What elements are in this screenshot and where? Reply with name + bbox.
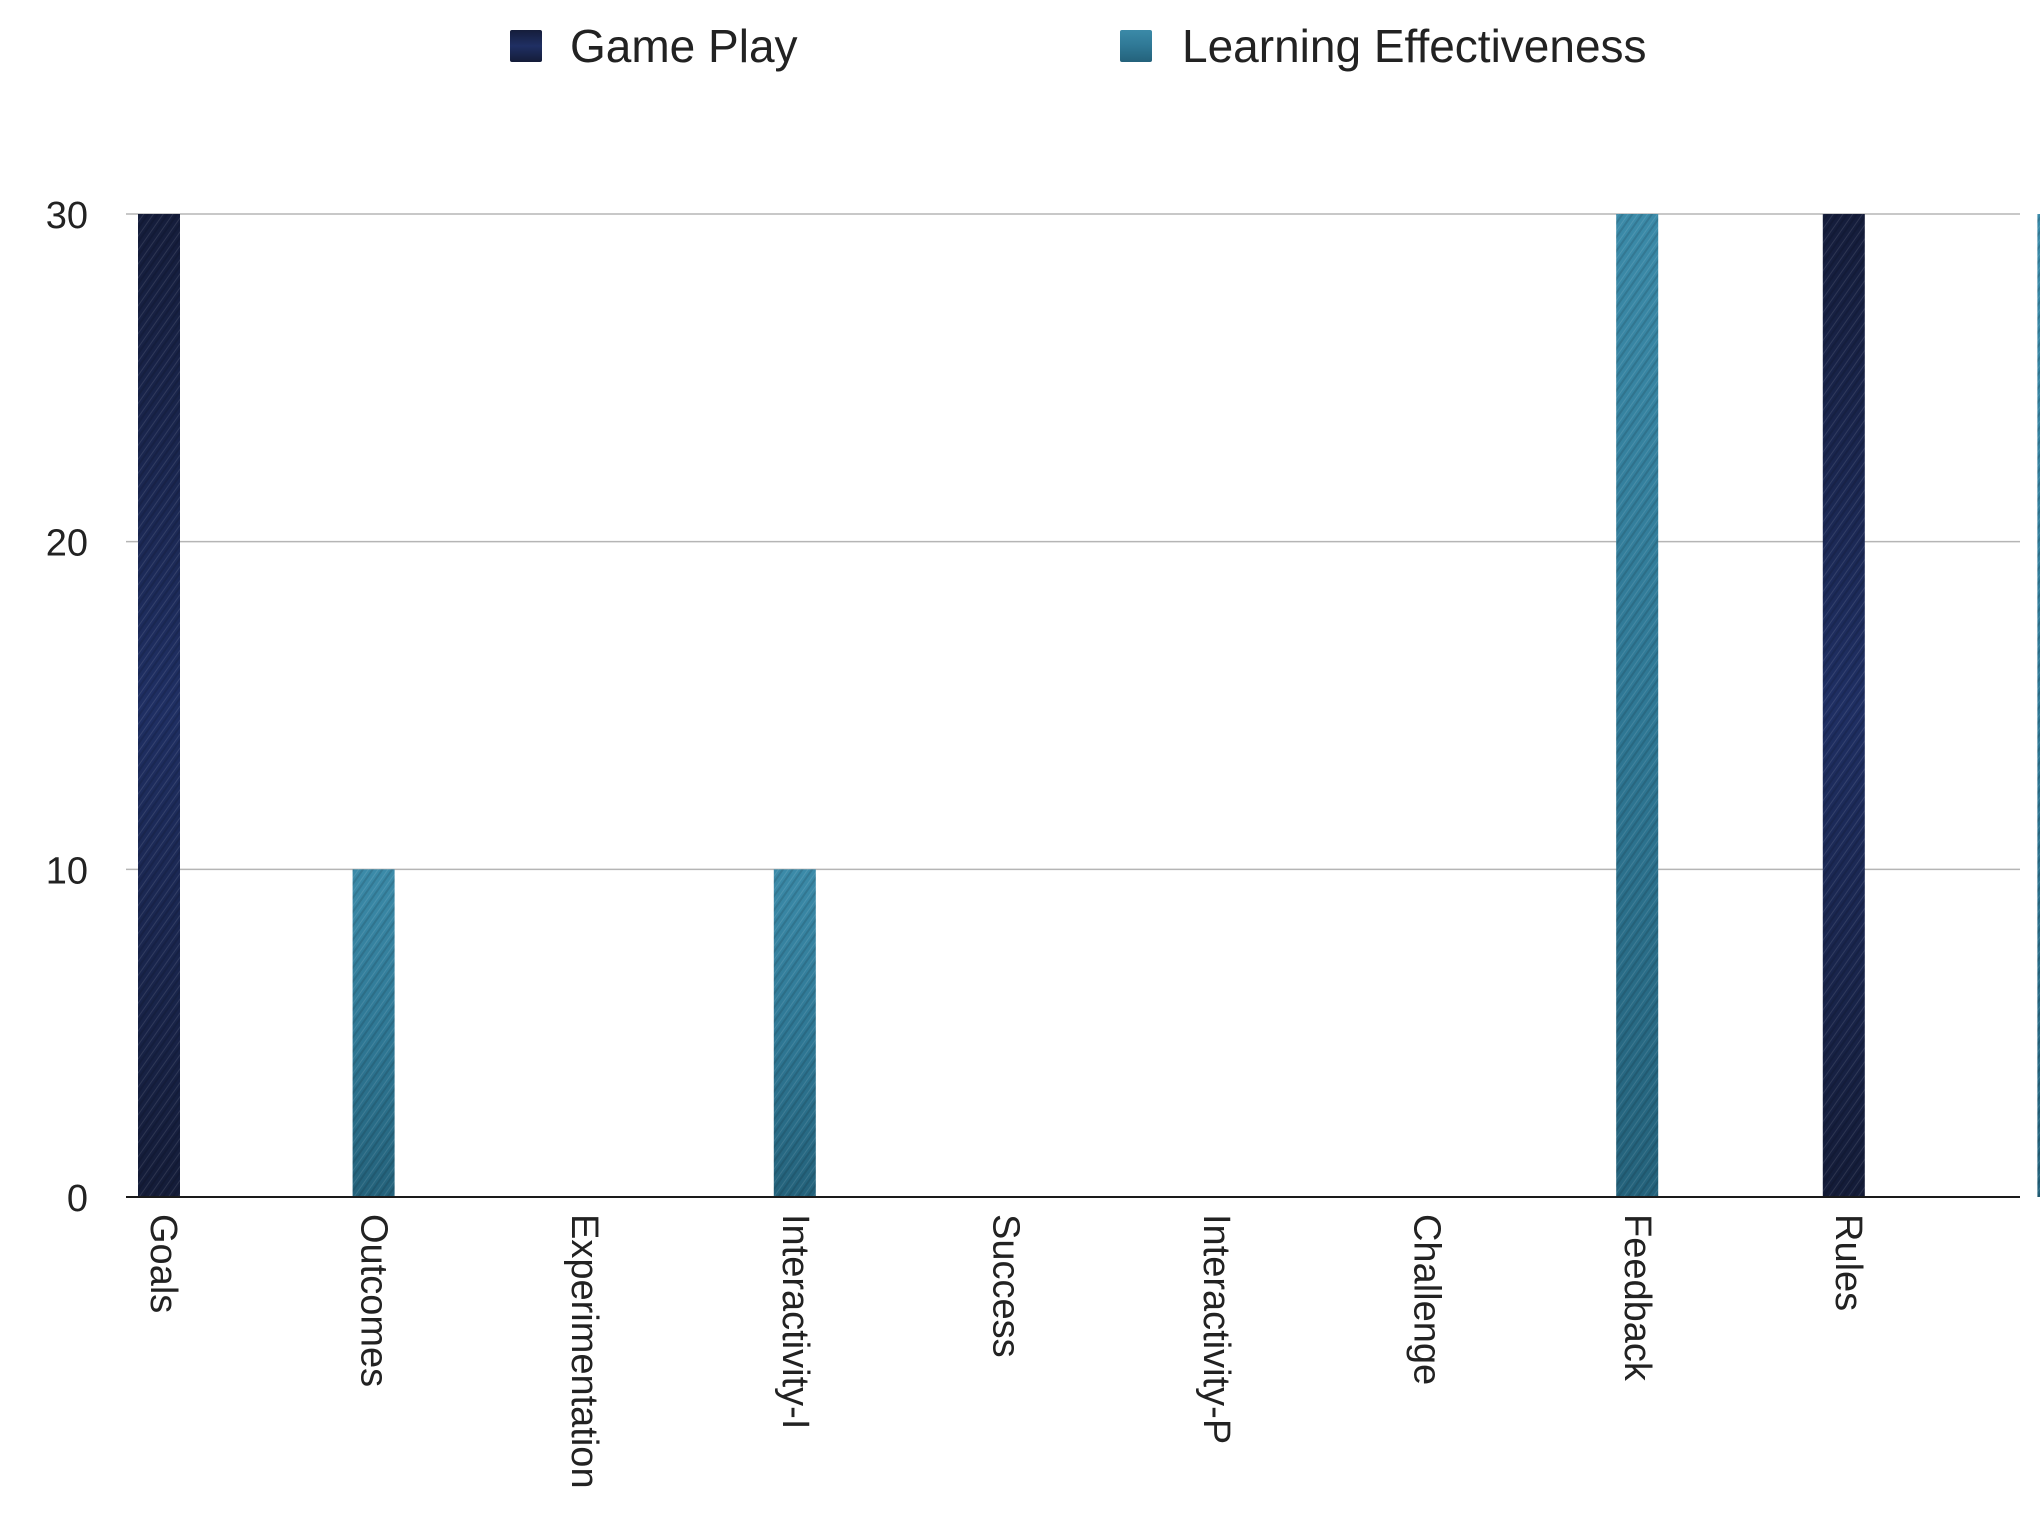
legend-swatch-learning-effectiveness [1120,30,1152,62]
bar-texture [1822,214,1865,1197]
bar-texture [138,214,180,1197]
bar-game-play-rules [1822,214,1865,1197]
y-tick-label: 0 [67,1178,88,1220]
y-tick-label: 30 [46,195,88,237]
bar-learning-effectiveness-feedback [1616,214,1659,1197]
bar-learning-effectiveness-interactivity-i [773,869,816,1197]
x-tick-label: Challenge [1406,1214,1448,1385]
x-tick-label: Goals [142,1214,184,1313]
x-tick-label: Feedback [1616,1214,1658,1382]
y-tick-label: 10 [46,850,88,892]
bar-game-play-goals [138,214,180,1197]
legend: Game Play Learning Effectiveness [510,20,1647,72]
x-tick-label: Outcomes [353,1214,395,1387]
legend-swatch-game-play [510,30,542,62]
bar-texture [773,869,816,1197]
bar-learning-effectiveness-assessment [2037,214,2040,1197]
bars [138,214,2040,1197]
gridlines: 0 10 20 30 [46,195,2020,1220]
axes: Goals Outcomes Experimentation Interactivit… [126,1196,2040,1489]
x-tick-label: Assessment [2037,1214,2040,1421]
bar-texture [352,869,395,1197]
x-tick-label: Rules [1827,1214,1869,1311]
bar-texture [2037,214,2040,1197]
x-tick-label: Success [984,1214,1026,1358]
bar-texture [1616,214,1659,1197]
x-tick-label: Interactivity-P [1195,1214,1237,1444]
y-tick-label: 20 [46,523,88,565]
bar-learning-effectiveness-outcomes [352,869,395,1197]
x-tick-label: Interactivity-I [774,1214,816,1429]
legend-label-learning-effectiveness: Learning Effectiveness [1182,20,1647,72]
legend-label-game-play: Game Play [570,20,798,72]
x-tick-label: Experimentation [563,1214,605,1489]
